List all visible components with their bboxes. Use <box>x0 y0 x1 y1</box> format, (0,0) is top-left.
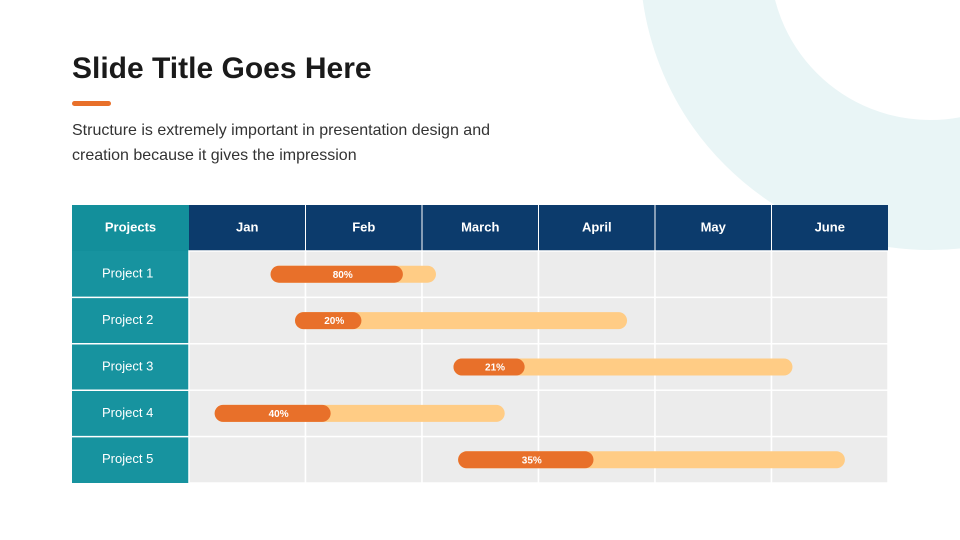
grid-cell <box>770 296 889 345</box>
month-label: May <box>701 219 727 234</box>
project-cell <box>72 390 189 437</box>
month-label: March <box>461 219 499 234</box>
grid-cell <box>304 343 423 391</box>
slide-title: Slide Title Goes Here <box>72 52 372 85</box>
progress-label: 35% <box>522 455 542 466</box>
project-label: Project 1 <box>102 266 153 281</box>
progress-bar <box>458 451 594 469</box>
progress-label: 21% <box>485 363 505 374</box>
duration-bar <box>453 358 793 376</box>
grid-cell <box>654 250 773 299</box>
corner-cell <box>72 205 189 251</box>
project-cell <box>72 251 189 298</box>
gantt-table: Projects Jan Feb March April May June Project 1… <box>72 205 889 484</box>
project-label: Project 4 <box>102 405 153 420</box>
corner-label: Projects <box>105 219 156 234</box>
month-label: June <box>815 219 845 234</box>
month-label: Jan <box>236 219 258 234</box>
progress-label: 40% <box>269 409 289 420</box>
month-header-cell <box>422 205 539 251</box>
month-label: Feb <box>352 219 375 234</box>
month-header-cell <box>189 205 306 251</box>
project-label: Project 3 <box>102 358 153 373</box>
grid-cell <box>304 435 423 484</box>
progress-bar <box>295 312 362 330</box>
grid-cell <box>654 389 773 438</box>
month-header-cell <box>655 205 772 251</box>
duration-bar <box>295 312 628 330</box>
progress-bar <box>270 265 403 283</box>
grid-cell <box>188 296 307 345</box>
project-cell <box>72 436 189 483</box>
decor-ring <box>642 0 960 250</box>
grid-cell <box>770 250 889 299</box>
project-label: Project 2 <box>102 312 153 327</box>
grid-cell <box>537 250 656 299</box>
progress-label: 80% <box>333 270 353 281</box>
subtitle-line: Structure is extremely important in pres… <box>72 122 490 139</box>
grid-cell <box>421 250 540 299</box>
month-label: April <box>582 219 612 234</box>
title-underline <box>72 101 111 106</box>
progress-label: 20% <box>324 316 344 327</box>
subtitle-line: creation because it gives the impression <box>72 147 357 164</box>
project-cell <box>72 297 189 344</box>
progress-bar <box>214 404 331 422</box>
month-header-cell <box>538 205 655 251</box>
grid-cell <box>770 389 889 438</box>
month-header-cell <box>305 205 422 251</box>
grid-cell <box>188 435 307 484</box>
grid-cell <box>188 343 307 391</box>
progress-bar <box>453 358 525 376</box>
grid-cell <box>654 296 773 345</box>
project-label: Project 5 <box>102 451 153 466</box>
project-cell <box>72 343 189 391</box>
grid-cell <box>537 389 656 438</box>
month-header-cell <box>771 205 888 251</box>
